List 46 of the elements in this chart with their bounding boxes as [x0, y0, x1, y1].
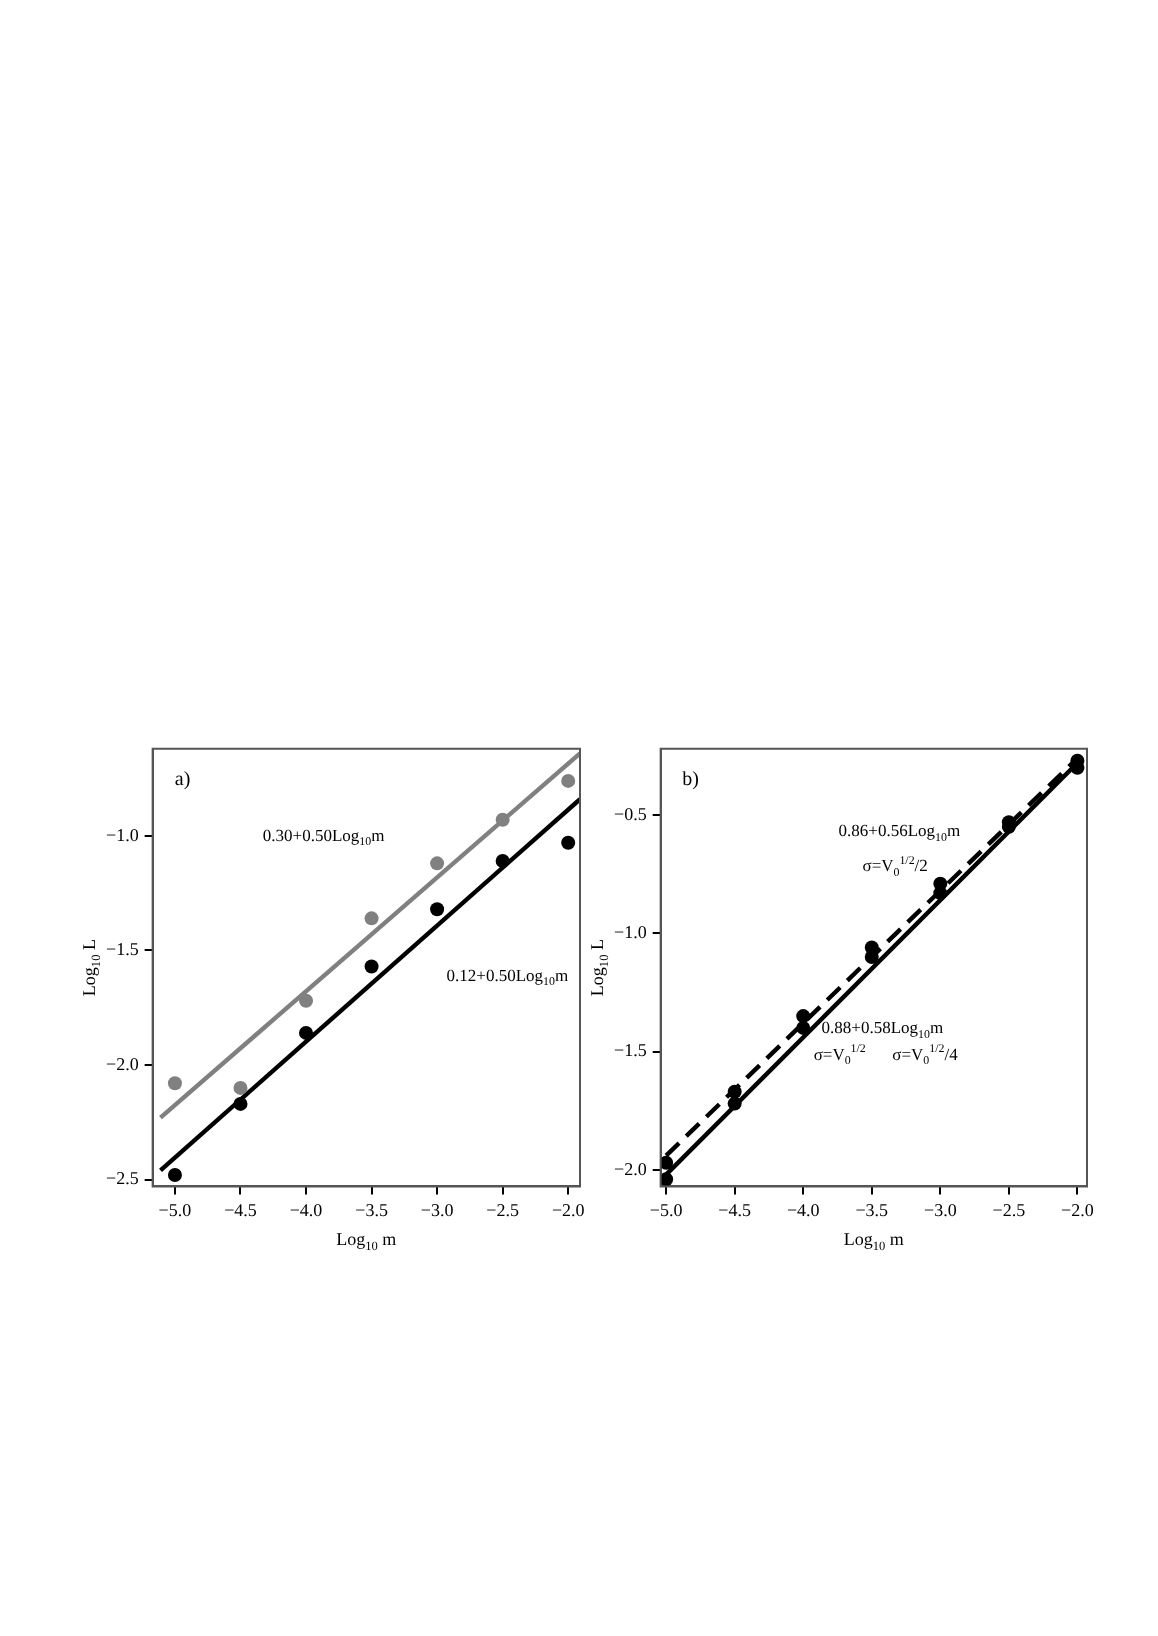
- point: [727, 1084, 742, 1099]
- x-tick-label: −4.0: [289, 1199, 324, 1220]
- point: [167, 1076, 182, 1091]
- point: [933, 876, 948, 891]
- point: [561, 773, 576, 788]
- x-tick-label: −3.0: [923, 1199, 958, 1220]
- point: [561, 835, 576, 850]
- point: [796, 1009, 811, 1024]
- y-tick-label: −1.5: [106, 939, 140, 960]
- y-tick-label: −2.5: [106, 1168, 140, 1189]
- point: [364, 959, 379, 974]
- annotation: b): [682, 768, 699, 791]
- x-tick-label: −3.5: [855, 1199, 890, 1220]
- point: [796, 1020, 811, 1035]
- x-tick-label: −2.5: [992, 1199, 1027, 1220]
- point: [233, 1096, 248, 1111]
- point: [430, 902, 445, 917]
- y-tick-label: −0.5: [614, 803, 648, 824]
- annotation: a): [174, 768, 191, 791]
- point: [364, 911, 379, 926]
- point: [233, 1080, 248, 1095]
- y-tick-label: −1.0: [106, 824, 140, 845]
- point: [864, 940, 879, 955]
- point: [299, 993, 314, 1008]
- x-tick-label: −4.5: [718, 1199, 752, 1220]
- x-tick-label: −4.0: [786, 1199, 821, 1220]
- x-tick-label: −5.0: [158, 1199, 193, 1220]
- point: [495, 812, 510, 827]
- x-tick-label: −3.0: [420, 1199, 455, 1220]
- x-tick-label: −5.0: [649, 1199, 684, 1220]
- y-tick-label: −2.0: [614, 1158, 648, 1179]
- x-tick-label: −2.0: [1061, 1199, 1095, 1220]
- point: [495, 854, 510, 869]
- y-tick-label: −1.0: [614, 922, 648, 943]
- x-tick-label: −2.5: [486, 1199, 520, 1220]
- point: [660, 1155, 674, 1170]
- x-tick-label: −3.5: [355, 1199, 389, 1220]
- x-tick-label: −4.5: [224, 1199, 258, 1220]
- y-tick-label: −2.0: [106, 1053, 140, 1074]
- x-tick-label: −2.0: [551, 1199, 586, 1220]
- point: [727, 1096, 742, 1111]
- point: [299, 1025, 314, 1040]
- point: [430, 856, 445, 871]
- point: [660, 1172, 674, 1187]
- point: [167, 1167, 182, 1182]
- y-tick-label: −1.5: [614, 1040, 648, 1061]
